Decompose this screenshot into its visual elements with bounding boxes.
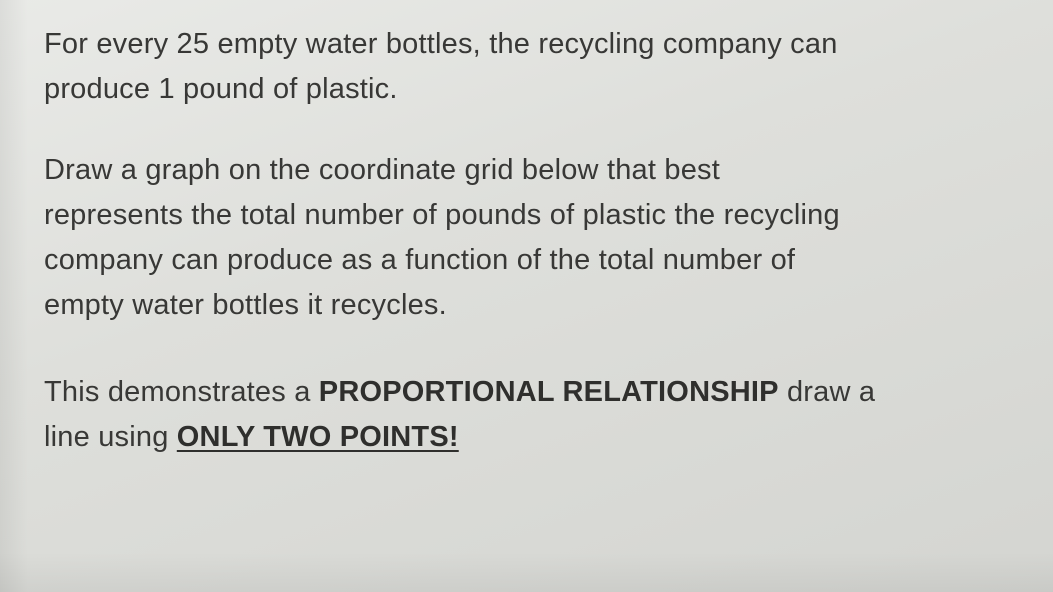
paragraph-1-line-1: For every 25 empty water bottles, the re…: [44, 28, 838, 60]
paragraph-2: Draw a graph on the coordinate grid belo…: [44, 148, 1017, 328]
paragraph-2-line-1: Draw a graph on the coordinate grid belo…: [44, 154, 720, 186]
paragraph-1-line-2: produce 1 pound of plastic.: [44, 73, 398, 105]
paragraph-3: This demonstrates a PROPORTIONAL RELATIO…: [44, 370, 1017, 460]
paragraph-2-line-2: represents the total number of pounds of…: [44, 199, 840, 231]
paragraph-1: For every 25 empty water bottles, the re…: [44, 22, 1017, 112]
paragraph-2-line-3: company can produce as a function of the…: [44, 244, 795, 276]
paragraph-3-line2-pre: line using: [44, 421, 177, 453]
paragraph-3-post: draw a: [779, 376, 876, 408]
paragraph-3-pre: This demonstrates a: [44, 376, 319, 408]
paragraph-2-line-4: empty water bottles it recycles.: [44, 289, 447, 321]
paragraph-3-bold-2: ONLY TWO POINTS!: [177, 421, 459, 453]
worksheet-page: For every 25 empty water bottles, the re…: [0, 0, 1053, 592]
paragraph-3-bold-1: PROPORTIONAL RELATIONSHIP: [319, 376, 779, 408]
